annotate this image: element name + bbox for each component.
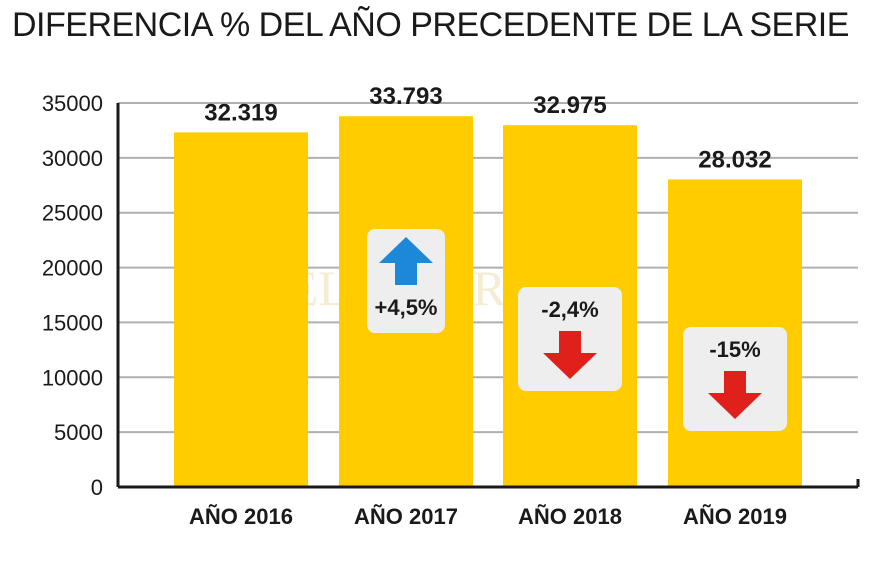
x-tick-label: AÑO 2018 [518, 504, 622, 529]
x-tick-label: AÑO 2016 [189, 504, 293, 529]
bar [174, 132, 308, 487]
y-tick-label: 30000 [42, 146, 103, 171]
y-tick-label: 35000 [42, 91, 103, 116]
change-annotation: -2,4% [518, 287, 622, 391]
y-tick-label: 25000 [42, 201, 103, 226]
bar-value-label: 32.319 [204, 99, 277, 126]
y-tick-label: 5000 [54, 420, 103, 445]
change-annotation: +4,5% [367, 229, 445, 333]
annotation-text: -2,4% [541, 297, 598, 322]
x-tick-label: AÑO 2019 [683, 504, 787, 529]
change-annotations: +4,5% -2,4% -15% [367, 229, 787, 431]
y-tick-label: 20000 [42, 256, 103, 281]
y-tick-label: 10000 [42, 365, 103, 390]
annotation-text: +4,5% [375, 295, 438, 320]
arrow-down-icon [543, 331, 597, 379]
y-tick-label: 0 [91, 475, 103, 500]
annotation-text: -15% [709, 337, 760, 362]
bar-value-label: 32.975 [533, 92, 606, 119]
arrow-down-icon [708, 371, 762, 419]
chart-title: DIFERENCIA % DEL AÑO PRECEDENTE DE LA SE… [12, 6, 849, 44]
x-tick-label: AÑO 2017 [354, 504, 458, 529]
x-axis-ticks: AÑO 2016 AÑO 2017 AÑO 2018 AÑO 2019 [189, 504, 787, 529]
value-labels: 32.319 33.793 32.975 28.032 [204, 83, 771, 173]
arrow-up-icon [379, 237, 433, 285]
x-axis [116, 103, 860, 489]
y-tick-label: 15000 [42, 310, 103, 335]
bar-value-label: 33.793 [369, 83, 442, 110]
bar-value-label: 28.032 [698, 146, 771, 173]
change-annotation: -15% [683, 327, 787, 431]
y-axis-ticks: 0 5000 10000 15000 20000 25000 30000 35000 [42, 91, 103, 500]
